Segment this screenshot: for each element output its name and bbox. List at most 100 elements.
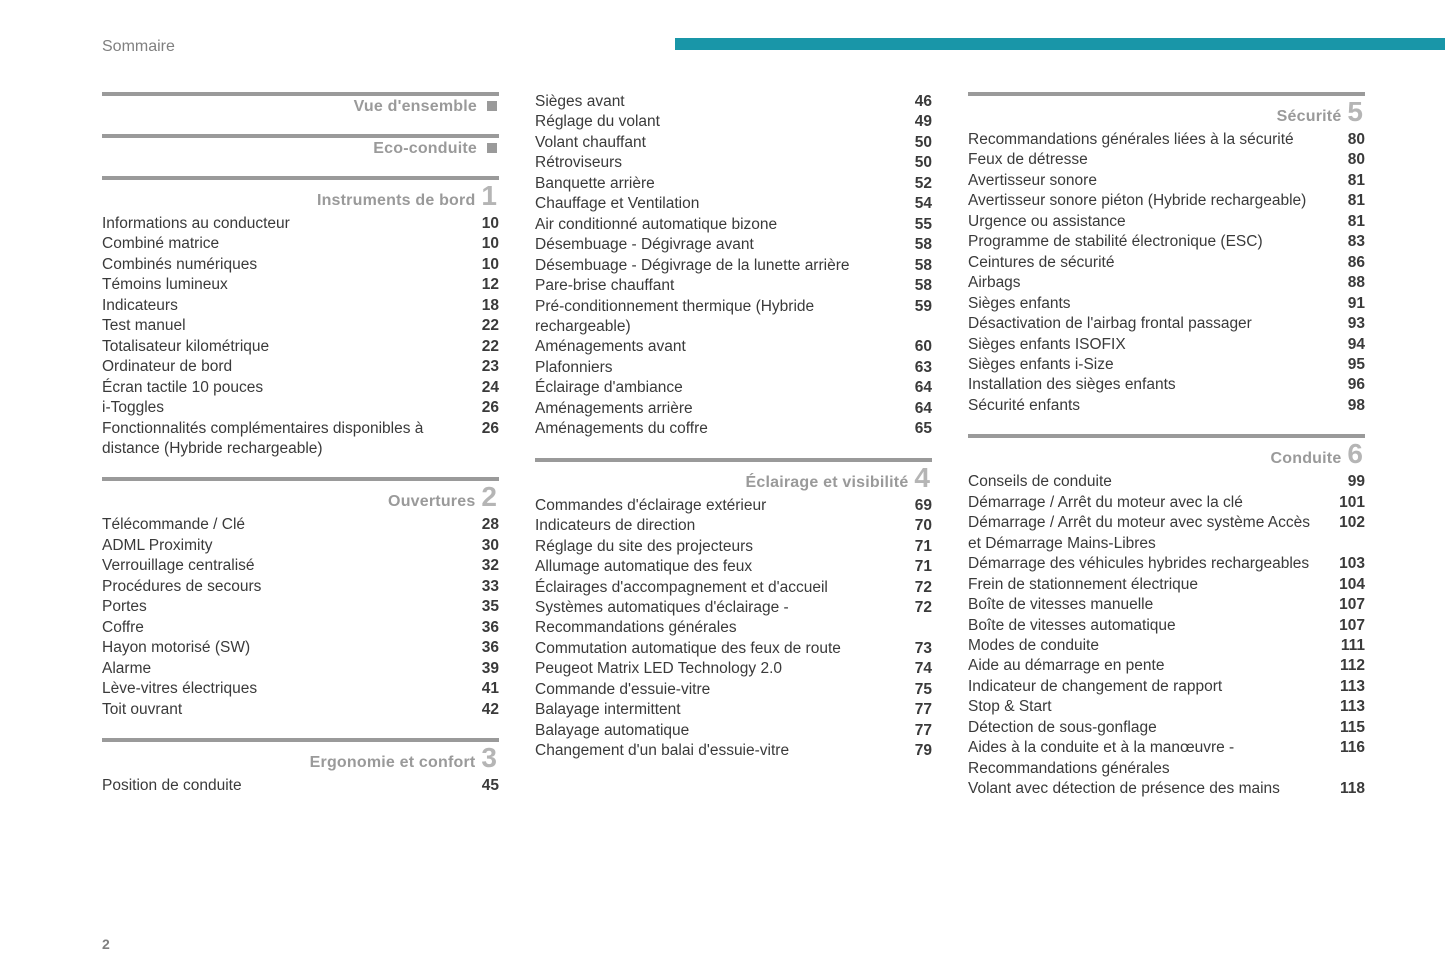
toc-entry[interactable]: Frein de stationnement électrique104 bbox=[968, 575, 1365, 595]
toc-entry[interactable]: Commande d'essuie-vitre75 bbox=[535, 680, 932, 700]
toc-entry[interactable]: Ordinateur de bord23 bbox=[102, 357, 499, 377]
toc-entry[interactable]: Coffre36 bbox=[102, 618, 499, 638]
toc-entry[interactable]: Volant chauffant50 bbox=[535, 133, 932, 153]
toc-entry[interactable]: Procédures de secours33 bbox=[102, 577, 499, 597]
toc-entry[interactable]: ADML Proximity30 bbox=[102, 536, 499, 556]
toc-entry[interactable]: Témoins lumineux12 bbox=[102, 275, 499, 295]
toc-entry[interactable]: Télécommande / Clé28 bbox=[102, 515, 499, 535]
toc-entry-label: Télécommande / Clé bbox=[102, 515, 467, 535]
toc-entry[interactable]: Détection de sous-gonflage115 bbox=[968, 718, 1365, 738]
toc-entry[interactable]: Combiné matrice10 bbox=[102, 234, 499, 254]
toc-entry[interactable]: Désembuage - Dégivrage avant58 bbox=[535, 235, 932, 255]
toc-entry[interactable]: Sécurité enfants98 bbox=[968, 396, 1365, 416]
toc-entry[interactable]: Écran tactile 10 pouces24 bbox=[102, 378, 499, 398]
toc-entry-label: Détection de sous-gonflage bbox=[968, 718, 1333, 738]
toc-entry[interactable]: Désembuage - Dégivrage de la lunette arr… bbox=[535, 256, 932, 276]
toc-entry[interactable]: Réglage du volant49 bbox=[535, 112, 932, 132]
toc-entry[interactable]: Indicateur de changement de rapport113 bbox=[968, 677, 1365, 697]
toc-entry-label: Démarrage des véhicules hybrides recharg… bbox=[968, 554, 1333, 574]
toc-entry[interactable]: Informations au conducteur10 bbox=[102, 214, 499, 234]
toc-entry[interactable]: Aménagements arrière64 bbox=[535, 399, 932, 419]
section-number: 5 bbox=[1347, 98, 1363, 126]
toc-entry[interactable]: Hayon motorisé (SW)36 bbox=[102, 638, 499, 658]
toc-entry[interactable]: Verrouillage centralisé32 bbox=[102, 556, 499, 576]
toc-entry[interactable]: Peugeot Matrix LED Technology 2.074 bbox=[535, 659, 932, 679]
toc-entry[interactable]: Position de conduite45 bbox=[102, 776, 499, 796]
toc-entry-label: Aide au démarrage en pente bbox=[968, 656, 1333, 676]
toc-entry-label: Combinés numériques bbox=[102, 255, 467, 275]
toc-entry[interactable]: Balayage intermittent77 bbox=[535, 700, 932, 720]
toc-entry[interactable]: Boîte de vitesses automatique107 bbox=[968, 616, 1365, 636]
toc-entry[interactable]: Aides à la conduite et à la manœuvre - R… bbox=[968, 738, 1365, 779]
toc-entry[interactable]: Démarrage / Arrêt du moteur avec la clé1… bbox=[968, 493, 1365, 513]
toc-entry[interactable]: Modes de conduite111 bbox=[968, 636, 1365, 656]
toc-entry[interactable]: Indicateurs18 bbox=[102, 296, 499, 316]
toc-entry[interactable]: Rétroviseurs50 bbox=[535, 153, 932, 173]
toc-entry[interactable]: Aménagements avant60 bbox=[535, 337, 932, 357]
toc-entry[interactable]: Indicateurs de direction70 bbox=[535, 516, 932, 536]
toc-entry-page: 12 bbox=[467, 275, 499, 295]
toc-entry[interactable]: Totalisateur kilométrique22 bbox=[102, 337, 499, 357]
toc-entry[interactable]: Airbags88 bbox=[968, 273, 1365, 293]
toc-entry[interactable]: Lève-vitres électriques41 bbox=[102, 679, 499, 699]
toc-entry[interactable]: Avertisseur sonore piéton (Hybride recha… bbox=[968, 191, 1365, 211]
toc-entry-label: Réglage du site des projecteurs bbox=[535, 537, 900, 557]
toc-entry[interactable]: Sièges avant46 bbox=[535, 92, 932, 112]
toc-entry-page: 65 bbox=[900, 419, 932, 439]
toc-entry[interactable]: Aide au démarrage en pente112 bbox=[968, 656, 1365, 676]
toc-entry[interactable]: Alarme39 bbox=[102, 659, 499, 679]
toc-entry-page: 118 bbox=[1333, 779, 1365, 799]
toc-entry[interactable]: Chauffage et Ventilation54 bbox=[535, 194, 932, 214]
toc-entry[interactable]: Balayage automatique77 bbox=[535, 721, 932, 741]
toc-entry[interactable]: Programme de stabilité électronique (ESC… bbox=[968, 232, 1365, 252]
toc-entry[interactable]: Banquette arrière52 bbox=[535, 174, 932, 194]
toc-entry[interactable]: Stop & Start113 bbox=[968, 697, 1365, 717]
toc-entry-label: Désembuage - Dégivrage de la lunette arr… bbox=[535, 256, 900, 276]
toc-entry[interactable]: Test manuel22 bbox=[102, 316, 499, 336]
toc-entry[interactable]: Allumage automatique des feux71 bbox=[535, 557, 932, 577]
toc-entry[interactable]: Commandes d'éclairage extérieur69 bbox=[535, 496, 932, 516]
section-header: Vue d'ensemble bbox=[102, 92, 499, 116]
toc-entry[interactable]: i-Toggles26 bbox=[102, 398, 499, 418]
toc-entry[interactable]: Éclairages d'accompagnement et d'accueil… bbox=[535, 578, 932, 598]
toc-entry[interactable]: Installation des sièges enfants96 bbox=[968, 375, 1365, 395]
toc-entry[interactable]: Combinés numériques10 bbox=[102, 255, 499, 275]
toc-entry[interactable]: Pare-brise chauffant58 bbox=[535, 276, 932, 296]
toc-entry[interactable]: Sièges enfants i-Size95 bbox=[968, 355, 1365, 375]
toc-entry-page: 22 bbox=[467, 337, 499, 357]
toc-entry[interactable]: Recommandations générales liées à la séc… bbox=[968, 130, 1365, 150]
toc-entry[interactable]: Systèmes automatiques d'éclairage - Reco… bbox=[535, 598, 932, 639]
toc-entry[interactable]: Toit ouvrant42 bbox=[102, 700, 499, 720]
toc-entry[interactable]: Éclairage d'ambiance64 bbox=[535, 378, 932, 398]
toc-entry[interactable]: Sièges enfants ISOFIX94 bbox=[968, 335, 1365, 355]
toc-entry-page: 107 bbox=[1333, 595, 1365, 615]
toc-entry[interactable]: Ceintures de sécurité86 bbox=[968, 253, 1365, 273]
toc-entry-page: 91 bbox=[1333, 294, 1365, 314]
toc-entry[interactable]: Commutation automatique des feux de rout… bbox=[535, 639, 932, 659]
toc-entry-label: Fonctionnalités complémentaires disponib… bbox=[102, 419, 467, 460]
toc-entry[interactable]: Feux de détresse80 bbox=[968, 150, 1365, 170]
toc-entry[interactable]: Désactivation de l'airbag frontal passag… bbox=[968, 314, 1365, 334]
toc-column: Sièges avant46Réglage du volant49Volant … bbox=[535, 92, 932, 800]
toc-entry[interactable]: Pré-conditionnement thermique (Hybride r… bbox=[535, 297, 932, 338]
toc-entry[interactable]: Réglage du site des projecteurs71 bbox=[535, 537, 932, 557]
toc-entry-label: Éclairages d'accompagnement et d'accueil bbox=[535, 578, 900, 598]
toc-entry-page: 10 bbox=[467, 255, 499, 275]
toc-entry[interactable]: Changement d'un balai d'essuie-vitre79 bbox=[535, 741, 932, 761]
toc-entry[interactable]: Fonctionnalités complémentaires disponib… bbox=[102, 419, 499, 460]
toc-entry[interactable]: Portes35 bbox=[102, 597, 499, 617]
toc-entry[interactable]: Volant avec détection de présence des ma… bbox=[968, 779, 1365, 799]
toc-entry[interactable]: Conseils de conduite99 bbox=[968, 472, 1365, 492]
toc-entry[interactable]: Sièges enfants91 bbox=[968, 294, 1365, 314]
toc-entry[interactable]: Démarrage des véhicules hybrides recharg… bbox=[968, 554, 1365, 574]
toc-entry[interactable]: Air conditionné automatique bizone55 bbox=[535, 215, 932, 235]
page-number: 2 bbox=[102, 936, 110, 952]
toc-entry[interactable]: Avertisseur sonore81 bbox=[968, 171, 1365, 191]
toc-entry[interactable]: Démarrage / Arrêt du moteur avec système… bbox=[968, 513, 1365, 554]
toc-entry-page: 74 bbox=[900, 659, 932, 679]
toc-entry-label: Position de conduite bbox=[102, 776, 467, 796]
toc-entry[interactable]: Urgence ou assistance81 bbox=[968, 212, 1365, 232]
toc-entry[interactable]: Plafonniers63 bbox=[535, 358, 932, 378]
toc-entry[interactable]: Boîte de vitesses manuelle107 bbox=[968, 595, 1365, 615]
toc-entry[interactable]: Aménagements du coffre65 bbox=[535, 419, 932, 439]
